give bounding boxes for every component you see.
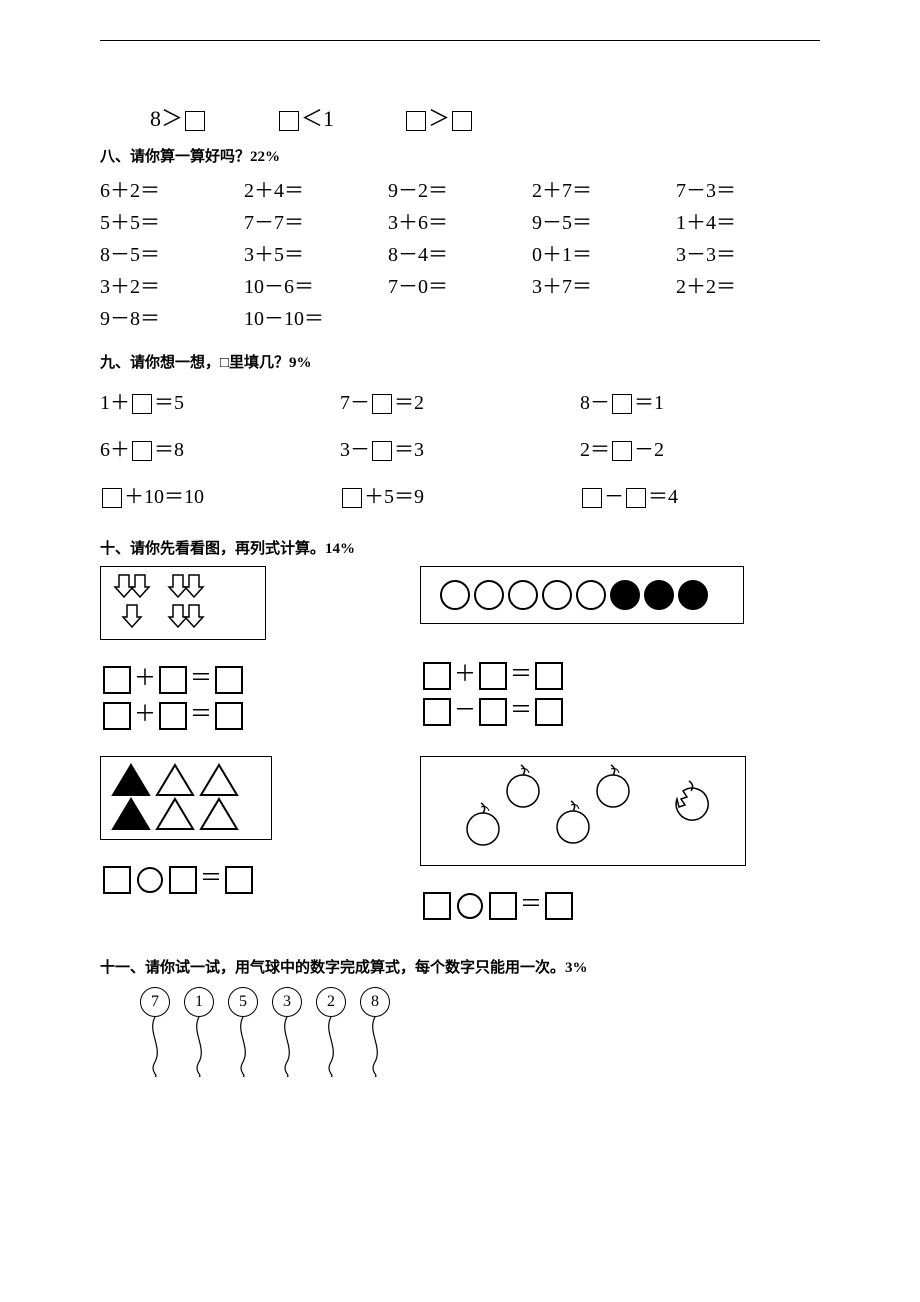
- balloon-string: [143, 1017, 167, 1077]
- blank-box: [406, 111, 426, 131]
- arith-cell: 3－3＝: [676, 238, 820, 267]
- compare-text: ＞: [428, 106, 450, 131]
- arith-cell: 10－10＝: [244, 302, 388, 331]
- section8-title: 八、请你算一算好吗？22%: [100, 145, 820, 166]
- arith-cell: 2＋7＝: [532, 174, 676, 203]
- balloon: 5: [228, 987, 258, 1077]
- compare-row: 8＞ ＜1 ＞: [100, 101, 820, 133]
- picture-row-1: ＋＝ ＋＝ ＋＝ －＝: [100, 566, 820, 732]
- eq-line: ＋＝: [100, 696, 360, 732]
- balloon: 3: [272, 987, 302, 1077]
- circles-box: [420, 566, 744, 624]
- arith-cell: 3＋6＝: [388, 206, 532, 235]
- balloon-number: 7: [140, 987, 170, 1017]
- arith-cell: 10－6＝: [244, 270, 388, 299]
- top-rule: [100, 40, 820, 41]
- balloon-number: 2: [316, 987, 346, 1017]
- blank-box: [185, 111, 205, 131]
- picture-row-2: ＝ ＝: [100, 756, 820, 922]
- arith-cell: 5＋5＝: [100, 206, 244, 235]
- arrows-svg: [113, 573, 243, 633]
- arith-cell: 3＋7＝: [532, 270, 676, 299]
- triangles-box: [100, 756, 272, 840]
- apples-svg: [433, 763, 733, 859]
- arith-cell: 7－3＝: [676, 174, 820, 203]
- arith-cell: 9－8＝: [100, 302, 244, 331]
- balloon-string: [319, 1017, 343, 1077]
- compare-text: ＜1: [301, 106, 334, 131]
- fill-cell: 3－＝3: [340, 433, 580, 462]
- balloon: 8: [360, 987, 390, 1077]
- apples-box: [420, 756, 746, 866]
- circles-svg: [437, 577, 717, 613]
- compare-item: ＞: [404, 101, 474, 133]
- arith-cell: 9－2＝: [388, 174, 532, 203]
- arith-cell: 7－7＝: [244, 206, 388, 235]
- balloon-number: 3: [272, 987, 302, 1017]
- arith-cell: 1＋4＝: [676, 206, 820, 235]
- arith-cell: [388, 302, 532, 331]
- fill-cell: 2＝－2: [580, 433, 820, 462]
- blank-box: [279, 111, 299, 131]
- arith-cell: 2＋4＝: [244, 174, 388, 203]
- balloon: 2: [316, 987, 346, 1077]
- section9-title: 九、请你想一想，□里填几？9%: [100, 351, 820, 372]
- fill-cell: －＝4: [580, 480, 820, 509]
- arith-cell: 0＋1＝: [532, 238, 676, 267]
- balloon-number: 5: [228, 987, 258, 1017]
- arith-cell: [676, 302, 820, 331]
- arith-cell: 9－5＝: [532, 206, 676, 235]
- arith-cell: 7－0＝: [388, 270, 532, 299]
- eq-line: ＋＝: [420, 656, 740, 692]
- fill-blank-grid: 1＋＝57－＝28－＝1 6＋＝83－＝32＝－2 ＋10＝10＋5＝9－＝4: [100, 386, 820, 509]
- fill-cell: 8－＝1: [580, 386, 820, 415]
- triangles-svg: [111, 763, 251, 833]
- blank-box: [452, 111, 472, 131]
- balloon-string: [363, 1017, 387, 1077]
- arith-cell: 6＋2＝: [100, 174, 244, 203]
- arithmetic-grid: 6＋2＝2＋4＝9－2＝2＋7＝7－3＝ 5＋5＝7－7＝3＋6＝9－5＝1＋4＝…: [100, 174, 820, 331]
- arith-cell: 8－4＝: [388, 238, 532, 267]
- eq-line: －＝: [420, 692, 740, 728]
- balloons-row: 715328: [100, 987, 820, 1077]
- fill-cell: 7－＝2: [340, 386, 580, 415]
- fill-cell: ＋10＝10: [100, 480, 340, 509]
- balloon-string: [187, 1017, 211, 1077]
- balloon-number: 8: [360, 987, 390, 1017]
- eq-line: ＝: [100, 860, 360, 896]
- arith-cell: 2＋2＝: [676, 270, 820, 299]
- arith-cell: 3＋5＝: [244, 238, 388, 267]
- fill-cell: ＋5＝9: [340, 480, 580, 509]
- balloon: 1: [184, 987, 214, 1077]
- arith-cell: [532, 302, 676, 331]
- fill-cell: 6＋＝8: [100, 433, 340, 462]
- compare-item: ＜1: [277, 101, 334, 133]
- balloon: 7: [140, 987, 170, 1077]
- balloon-number: 1: [184, 987, 214, 1017]
- section10-title: 十、请你先看看图，再列式计算。14%: [100, 537, 820, 558]
- fill-cell: 1＋＝5: [100, 386, 340, 415]
- balloon-string: [231, 1017, 255, 1077]
- eq-line: ＋＝: [100, 660, 360, 696]
- eq-line: ＝: [420, 886, 740, 922]
- compare-text: 8＞: [150, 106, 183, 131]
- arrows-box: [100, 566, 266, 640]
- arith-cell: 3＋2＝: [100, 270, 244, 299]
- section11-title: 十一、请你试一试，用气球中的数字完成算式，每个数字只能用一次。3%: [100, 956, 820, 977]
- compare-item: 8＞: [150, 101, 207, 133]
- arith-cell: 8－5＝: [100, 238, 244, 267]
- balloon-string: [275, 1017, 299, 1077]
